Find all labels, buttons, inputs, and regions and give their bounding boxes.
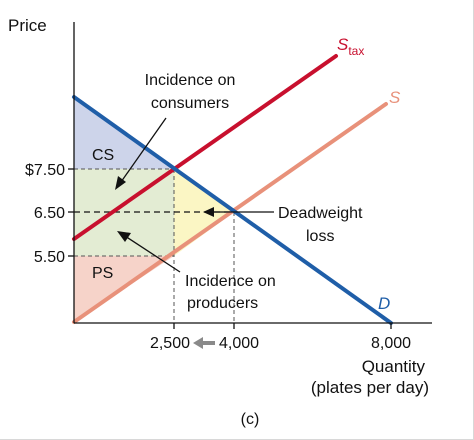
stax-label-main: S: [337, 35, 349, 54]
supply-label: S: [389, 88, 401, 107]
axes: [68, 22, 432, 329]
producers-arrow-shaft: [124, 235, 181, 273]
consumers-annotation-line2: consumers: [151, 95, 229, 112]
stax-label: Stax: [337, 35, 364, 58]
cs-label: CS: [92, 147, 114, 164]
x-axis-title: Quantity: [362, 357, 426, 376]
quantity-tick-4000: 4,000: [219, 335, 259, 352]
consumers-arrow-head-icon: [115, 176, 126, 190]
y-axis-title: Price: [8, 16, 47, 35]
dashed-guides: [74, 168, 235, 322]
quantity-tick-2500: 2,500: [150, 335, 190, 352]
consumers-annotation-line1: Incidence on: [145, 72, 236, 89]
demand-label: D: [378, 294, 390, 313]
demand-curve: [72, 95, 393, 325]
quantity-shift-arrow-icon: [193, 337, 203, 349]
price-tick-650: 6.50: [34, 205, 65, 222]
price-tick-750: $7.50: [25, 162, 65, 179]
producers-arrow-head-icon: [117, 231, 131, 242]
dwl-arrow-head-icon: [203, 207, 214, 217]
consumers-arrow-shaft: [120, 117, 167, 183]
dwl-annotation-line1: Deadweight: [278, 205, 363, 222]
panel-label: (c): [241, 411, 260, 428]
quantity-tick-8000: 8,000: [371, 335, 411, 352]
x-axis-subtitle: (plates per day): [311, 378, 429, 397]
quantity-shift-arrow-shaft: [203, 341, 215, 345]
dwl-annotation-line2: loss: [306, 228, 334, 245]
producers-annotation-line2: producers: [187, 295, 258, 312]
stax-label-sub: tax: [348, 44, 364, 58]
producers-annotation-line1: Incidence on: [185, 273, 276, 290]
ps-label: PS: [92, 265, 113, 282]
price-tick-550: 5.50: [34, 249, 65, 266]
supply-with-tax-curve: [72, 54, 338, 241]
supply-curve: [72, 102, 388, 324]
